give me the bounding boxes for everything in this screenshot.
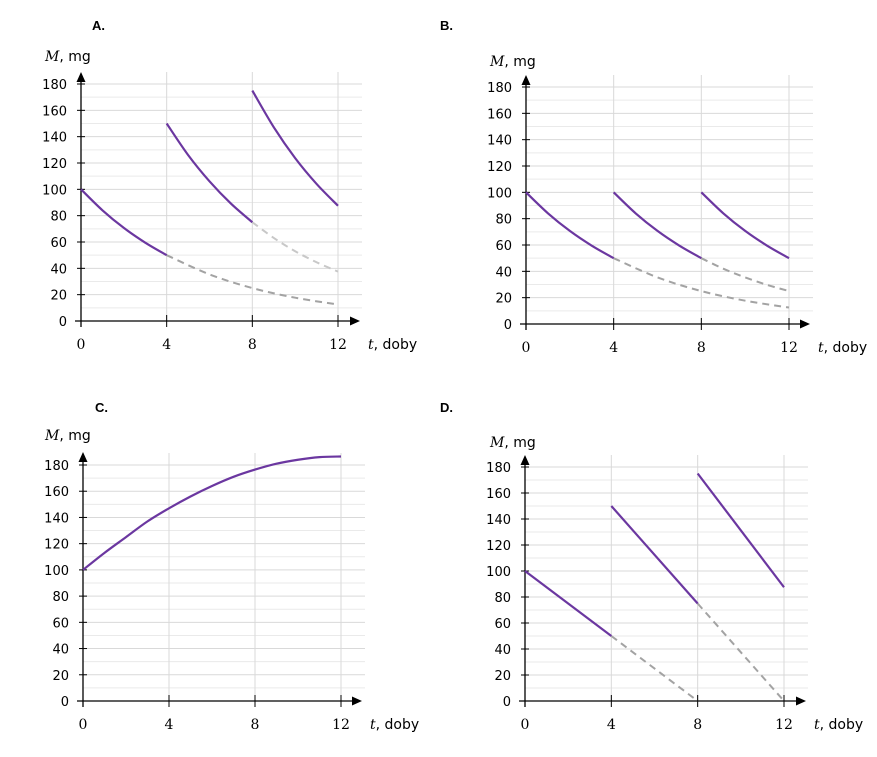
panel-label: A. xyxy=(92,18,105,33)
y-tick-label: 80 xyxy=(495,213,512,228)
y-tick-label: 40 xyxy=(50,262,67,277)
y-tick-label: 100 xyxy=(44,564,69,579)
x-tick-label: 0 xyxy=(521,717,530,733)
x-tick-label: 8 xyxy=(693,717,702,733)
y-tick-label: 80 xyxy=(494,591,511,606)
dashed-decay-curve xyxy=(166,254,339,306)
x-tick-label: 0 xyxy=(77,337,86,353)
y-tick-label: 20 xyxy=(52,669,69,684)
x-axis-arrow xyxy=(352,696,362,706)
x-tick-label: 12 xyxy=(329,337,347,353)
x-tick-label: 4 xyxy=(609,340,618,356)
chart-panel-3: 0 20 40 60 80 100 120 140 160 180 0 4 8 12 C. M, mg t, d… xyxy=(44,400,419,733)
solid-dose-curve xyxy=(251,90,339,207)
y-tick-label: 0 xyxy=(61,695,69,710)
grid xyxy=(83,453,365,701)
y-tick-label: 60 xyxy=(50,236,67,251)
dashed-decay-curve xyxy=(251,221,339,273)
x-axis-label: t, doby xyxy=(370,717,419,733)
solid-dose-curve xyxy=(165,122,254,224)
solid-dose-curve xyxy=(82,455,342,571)
y-tick-label: 60 xyxy=(495,239,512,254)
y-tick-label: 140 xyxy=(44,511,69,526)
solid-dose-curve xyxy=(524,570,612,637)
grid xyxy=(525,455,808,701)
y-tick-label: 0 xyxy=(504,318,512,333)
panel-label: C. xyxy=(95,400,108,415)
y-tick-label: 80 xyxy=(50,210,67,225)
y-tick-label: 180 xyxy=(487,81,512,96)
y-tick-label: 120 xyxy=(44,538,69,553)
grid xyxy=(81,72,362,321)
x-axis-arrow xyxy=(796,696,806,706)
x-tick-label: 12 xyxy=(780,340,798,356)
y-tick-label: 100 xyxy=(42,183,67,198)
y-tick-label: 160 xyxy=(487,107,512,122)
y-tick-label: 100 xyxy=(487,186,512,201)
x-tick-label: 8 xyxy=(697,340,706,356)
x-tick-label: 4 xyxy=(165,717,174,733)
solid-dose-curve xyxy=(696,472,785,588)
x-axis-label: t, doby xyxy=(818,340,867,356)
y-tick-label: 120 xyxy=(487,160,512,175)
y-tick-label: 140 xyxy=(486,513,511,528)
y-tick-label: 160 xyxy=(44,485,69,500)
y-tick-label: 20 xyxy=(494,669,511,684)
chart-panel-2: 0 20 40 60 80 100 120 140 160 180 0 4 8 12 B. M, mg t, d… xyxy=(440,18,867,356)
y-axis-arrow xyxy=(521,75,531,85)
y-tick-label: 0 xyxy=(503,695,511,710)
y-axis-label: M, mg xyxy=(489,435,536,451)
y-tick-label: 180 xyxy=(42,78,67,93)
dashed-decay-curve xyxy=(610,635,699,702)
y-tick-label: 40 xyxy=(495,265,512,280)
x-axis-label: t, doby xyxy=(814,717,863,733)
y-tick-label: 180 xyxy=(486,461,511,476)
x-tick-label: 12 xyxy=(332,717,350,733)
y-tick-label: 20 xyxy=(50,289,67,304)
x-axis-arrow xyxy=(800,319,810,329)
y-tick-label: 180 xyxy=(44,459,69,474)
x-axis-label: t, doby xyxy=(368,337,417,353)
y-tick-label: 160 xyxy=(42,104,67,119)
y-axis-arrow xyxy=(520,455,530,465)
y-axis-arrow xyxy=(76,72,86,82)
x-tick-label: 0 xyxy=(522,340,531,356)
solid-dose-curve xyxy=(525,191,615,260)
y-tick-label: 160 xyxy=(486,487,511,502)
y-tick-label: 40 xyxy=(494,643,511,658)
panel-label: B. xyxy=(440,18,453,33)
chart-panel-4: 0 20 40 60 80 100 120 140 160 180 0 4 8 12 D. M, mg t, d… xyxy=(440,400,863,733)
solid-dose-curve xyxy=(700,191,790,260)
y-axis-label: M, mg xyxy=(44,428,91,444)
y-tick-label: 120 xyxy=(486,539,511,554)
x-tick-label: 4 xyxy=(162,337,171,353)
y-tick-label: 120 xyxy=(42,157,67,172)
y-tick-label: 0 xyxy=(59,315,67,330)
y-axis-label: M, mg xyxy=(489,54,536,70)
y-tick-label: 140 xyxy=(487,134,512,149)
y-tick-label: 20 xyxy=(495,292,512,307)
y-axis-label: M, mg xyxy=(44,49,91,65)
x-tick-label: 8 xyxy=(248,337,257,353)
chart-panel-1: 0 20 40 60 80 100 120 140 160 180 0 4 8 12 A. M, mg t, d… xyxy=(42,18,417,353)
x-tick-label: 12 xyxy=(775,717,793,733)
dashed-decay-curve xyxy=(700,257,790,293)
x-axis-arrow xyxy=(350,316,360,326)
solid-dose-curve xyxy=(612,191,702,260)
x-tick-label: 8 xyxy=(251,717,260,733)
dashed-decay-curve xyxy=(696,602,785,702)
y-tick-label: 80 xyxy=(52,590,69,605)
y-axis-arrow xyxy=(78,452,88,462)
solid-dose-curve xyxy=(80,188,168,257)
x-tick-label: 4 xyxy=(607,717,616,733)
x-tick-label: 0 xyxy=(79,717,88,733)
panel-label: D. xyxy=(440,400,453,415)
y-tick-label: 100 xyxy=(486,565,511,580)
y-tick-label: 40 xyxy=(52,643,69,658)
y-tick-label: 140 xyxy=(42,131,67,146)
solid-dose-curve xyxy=(610,505,699,605)
y-tick-label: 60 xyxy=(494,617,511,632)
y-tick-label: 60 xyxy=(52,616,69,631)
